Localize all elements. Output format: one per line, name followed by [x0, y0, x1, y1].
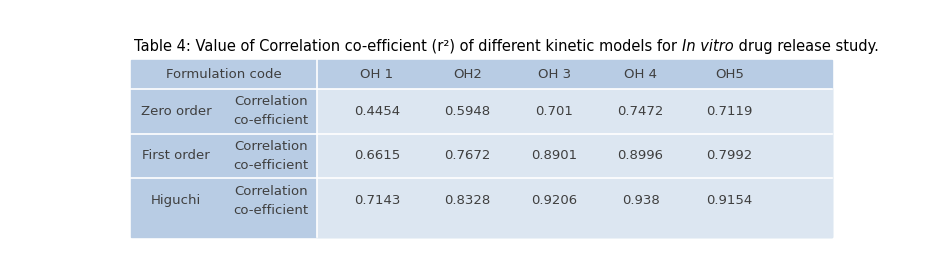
Text: OH 1: OH 1 — [361, 68, 393, 81]
Text: 0.8901: 0.8901 — [531, 149, 577, 162]
Text: OH5: OH5 — [716, 68, 744, 81]
Text: 0.7992: 0.7992 — [706, 149, 753, 162]
Text: 0.8328: 0.8328 — [444, 194, 491, 207]
Text: Higuchi: Higuchi — [151, 194, 201, 207]
Text: 0.8996: 0.8996 — [618, 149, 664, 162]
Text: 0.7143: 0.7143 — [354, 194, 400, 207]
Text: OH2: OH2 — [454, 68, 482, 81]
Text: Correlation
co-efficient: Correlation co-efficient — [233, 185, 308, 216]
Text: Correlation
co-efficient: Correlation co-efficient — [233, 140, 308, 172]
Text: 0.7119: 0.7119 — [706, 105, 753, 118]
Text: 0.9154: 0.9154 — [706, 194, 753, 207]
Text: 0.5948: 0.5948 — [444, 105, 491, 118]
Bar — [317, 89, 832, 237]
Text: Zero order: Zero order — [141, 105, 211, 118]
Text: Formulation code: Formulation code — [166, 68, 283, 81]
Text: 0.938: 0.938 — [622, 194, 659, 207]
Text: Correlation
co-efficient: Correlation co-efficient — [233, 95, 308, 127]
Text: 0.7472: 0.7472 — [617, 105, 664, 118]
Text: OH 3: OH 3 — [538, 68, 571, 81]
Text: drug release study.: drug release study. — [733, 39, 879, 54]
Text: First order: First order — [143, 149, 210, 162]
Text: 0.4454: 0.4454 — [354, 105, 400, 118]
Text: OH 4: OH 4 — [624, 68, 657, 81]
Text: 0.9206: 0.9206 — [531, 194, 577, 207]
Text: 0.6615: 0.6615 — [354, 149, 400, 162]
Text: Table 4: Value of Correlation co-efficient (r²) of different kinetic models for: Table 4: Value of Correlation co-efficie… — [134, 39, 682, 54]
Text: 0.701: 0.701 — [535, 105, 574, 118]
Bar — [131, 60, 832, 237]
Text: 0.7672: 0.7672 — [444, 149, 491, 162]
Text: In vitro: In vitro — [682, 39, 733, 54]
